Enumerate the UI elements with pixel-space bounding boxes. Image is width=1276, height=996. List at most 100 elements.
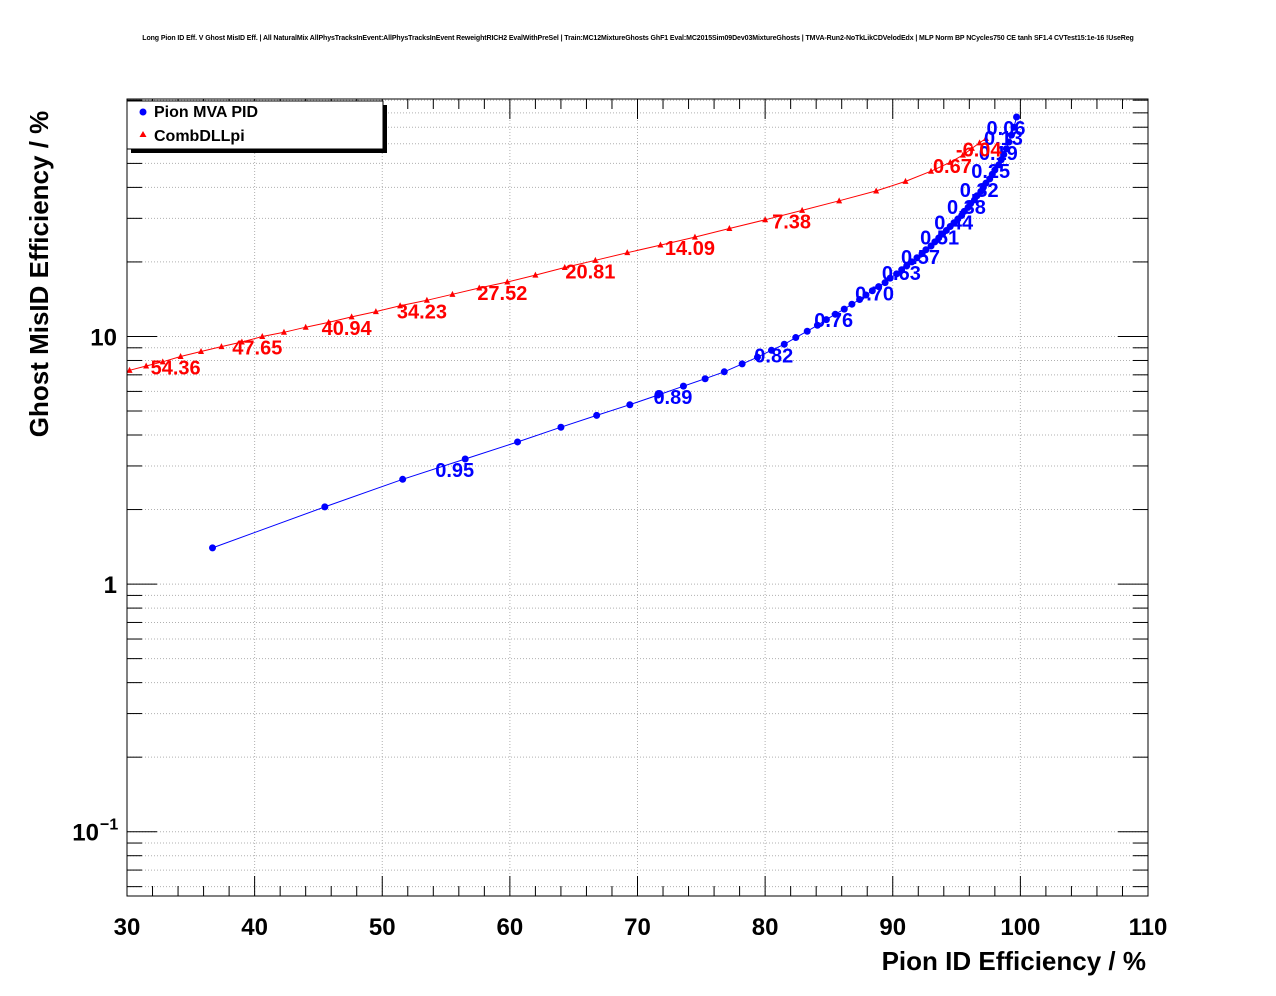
data-point — [1010, 123, 1018, 131]
data-point — [908, 258, 916, 266]
data-point — [348, 313, 355, 320]
data-point — [532, 271, 539, 278]
data-point — [947, 158, 954, 165]
data-point — [902, 177, 909, 184]
point-label: 0.57 — [901, 247, 940, 269]
point-label: 20.81 — [565, 261, 615, 283]
data-point — [881, 279, 889, 287]
data-point — [991, 166, 999, 174]
legend-triangle-marker — [139, 131, 147, 137]
data-point — [792, 334, 800, 342]
data-point — [701, 375, 709, 383]
point-label: 14.09 — [665, 238, 715, 260]
point-label: -6.04 — [956, 140, 1002, 162]
data-point — [1005, 138, 1013, 146]
data-point — [238, 338, 245, 345]
data-point — [626, 401, 634, 409]
data-point — [561, 263, 568, 270]
data-point — [898, 266, 906, 274]
legend[interactable]: Pion MVA PID CombDLLpi — [126, 100, 387, 153]
data-point — [593, 411, 601, 419]
y-tick-label: 1 — [104, 572, 117, 599]
data-point — [822, 316, 830, 324]
data-point — [856, 296, 864, 304]
point-label: 0.67 — [933, 156, 972, 178]
point-label: 27.52 — [477, 283, 527, 305]
data-point — [913, 254, 921, 262]
point-label: 0.63 — [882, 263, 921, 285]
x-tick-label: 110 — [1129, 914, 1168, 941]
point-label: 47.65 — [232, 337, 282, 359]
data-point — [780, 340, 788, 348]
point-label: 0.06 — [987, 118, 1026, 140]
x-axis-title: Pion ID Efficiency / % — [882, 946, 1146, 976]
data-point — [762, 216, 769, 223]
point-label: 0.44 — [934, 212, 974, 234]
data-point — [720, 368, 728, 376]
data-point — [624, 249, 631, 256]
data-point — [399, 475, 407, 483]
data-point — [982, 135, 989, 142]
data-point — [325, 318, 332, 325]
data-point — [218, 343, 225, 350]
data-point — [372, 308, 379, 315]
data-point — [159, 358, 166, 365]
y-axis-title: Ghost MisID Efficiency / % — [24, 111, 54, 438]
y-tick-label: 10 — [90, 324, 117, 351]
data-point — [836, 197, 843, 204]
point-label: 54.36 — [151, 358, 201, 380]
data-point — [476, 284, 483, 291]
data-point — [976, 139, 983, 146]
data-point — [831, 310, 839, 318]
data-point — [1000, 151, 1008, 159]
data-point — [768, 346, 776, 354]
point-label: 0.82 — [754, 345, 793, 367]
data-point — [862, 291, 870, 299]
data-point — [557, 423, 565, 431]
point-label: 0.19 — [979, 143, 1018, 165]
data-point — [423, 296, 430, 303]
point-label: 0.13 — [984, 128, 1023, 150]
data-point — [1002, 145, 1010, 153]
plot-frame — [126, 98, 1149, 897]
point-labels: 0.95 0.89 0.82 0.760.700.630.570.510.440.38… — [151, 118, 1026, 482]
data-point — [592, 256, 599, 263]
x-tick-label: 40 — [241, 914, 268, 941]
data-point — [873, 187, 880, 194]
point-label: 0.70 — [855, 284, 894, 306]
data-point — [397, 302, 404, 309]
data-point — [654, 391, 662, 399]
data-point — [893, 270, 901, 278]
point-label: 7.38 — [772, 211, 811, 233]
y-tick-label-base: 10 — [72, 820, 99, 847]
point-label: 0.32 — [960, 180, 999, 202]
point-label: 0.38 — [947, 197, 986, 219]
data-point — [280, 328, 287, 335]
data-point — [803, 327, 811, 335]
data-point — [514, 438, 522, 446]
point-label: 0.89 — [653, 387, 692, 409]
data-point — [691, 233, 698, 240]
y-tick-label-exponent: −1 — [100, 817, 118, 834]
data-point — [198, 347, 205, 354]
data-point — [813, 321, 821, 329]
legend-circle-marker — [139, 108, 147, 116]
data-point — [875, 283, 883, 291]
point-label: 0.76 — [814, 310, 853, 332]
legend-label-pion-mva: Pion MVA PID — [154, 104, 258, 121]
data-point — [968, 144, 975, 151]
data-point — [302, 323, 309, 330]
x-tick-label: 90 — [879, 914, 906, 941]
x-tick-label: 70 — [624, 914, 651, 941]
legend-box — [126, 100, 384, 150]
data-point — [449, 290, 456, 297]
data-point — [840, 305, 848, 313]
data-point — [868, 287, 876, 295]
data-point — [177, 353, 184, 360]
legend-label-combdllpi: CombDLLpi — [154, 128, 245, 145]
x-tick-label: 100 — [1000, 914, 1040, 941]
x-tick-label: 30 — [114, 914, 141, 941]
point-label: 0.25 — [971, 161, 1010, 183]
